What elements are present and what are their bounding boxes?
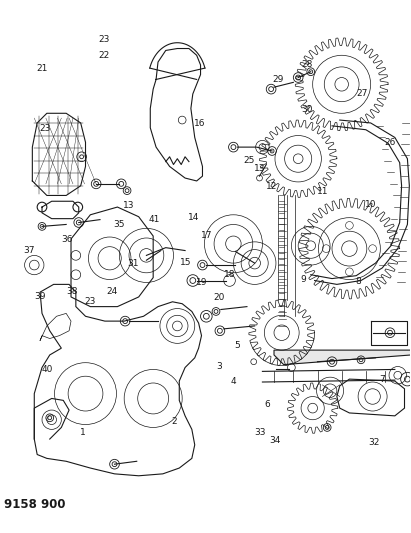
Text: 19: 19 <box>196 278 208 287</box>
Text: 28: 28 <box>301 60 313 69</box>
Text: 27: 27 <box>356 90 367 99</box>
Text: 6: 6 <box>264 400 270 409</box>
Text: 23: 23 <box>39 124 51 133</box>
Text: 40: 40 <box>41 365 53 374</box>
Text: 14: 14 <box>188 213 199 222</box>
Text: 31: 31 <box>127 260 139 269</box>
Text: 16: 16 <box>194 119 206 128</box>
Text: 18: 18 <box>224 270 235 279</box>
Text: 33: 33 <box>254 428 266 437</box>
Text: 41: 41 <box>148 215 160 224</box>
Text: 13: 13 <box>122 201 134 210</box>
Text: 3: 3 <box>216 362 222 372</box>
Text: 7: 7 <box>380 375 386 384</box>
Text: 25: 25 <box>244 156 255 165</box>
Text: 35: 35 <box>114 220 125 229</box>
Polygon shape <box>274 350 411 365</box>
Text: 11: 11 <box>317 187 329 196</box>
Text: 26: 26 <box>385 139 396 147</box>
Text: 29: 29 <box>273 76 284 85</box>
Text: 38: 38 <box>66 287 78 296</box>
Text: 23: 23 <box>85 297 96 306</box>
Text: 22: 22 <box>98 51 109 60</box>
Text: 12: 12 <box>266 182 277 191</box>
Text: 20: 20 <box>213 293 224 302</box>
Text: 34: 34 <box>270 436 281 445</box>
Text: 1: 1 <box>80 429 85 438</box>
Text: 23: 23 <box>98 35 109 44</box>
Text: 15: 15 <box>180 258 192 267</box>
Text: 17: 17 <box>201 231 212 240</box>
Text: 2: 2 <box>171 417 177 425</box>
Text: 24: 24 <box>107 287 118 296</box>
Text: 32: 32 <box>368 438 379 447</box>
Text: 4: 4 <box>231 377 236 386</box>
Text: 8: 8 <box>356 278 362 286</box>
Text: 13: 13 <box>254 164 265 173</box>
Text: 21: 21 <box>36 63 47 72</box>
Text: 5: 5 <box>235 341 240 350</box>
Text: 37: 37 <box>23 246 35 255</box>
Text: 30: 30 <box>301 105 313 114</box>
Text: 39: 39 <box>34 292 46 301</box>
Text: 9: 9 <box>300 275 306 284</box>
Text: 9158 900: 9158 900 <box>4 498 66 511</box>
Text: 36: 36 <box>61 235 72 244</box>
Text: 10: 10 <box>365 200 376 209</box>
